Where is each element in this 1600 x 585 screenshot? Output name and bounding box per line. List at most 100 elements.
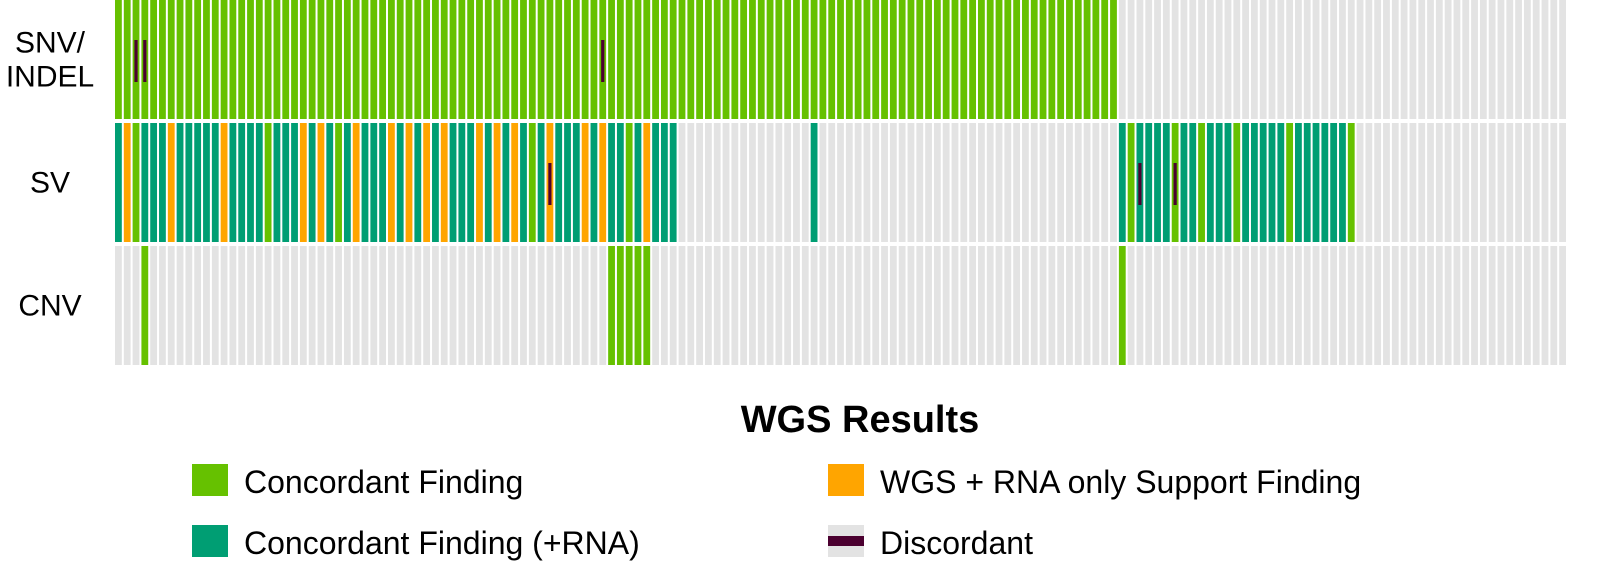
cell-3-89: [898, 246, 906, 365]
cell-2-93: [933, 123, 941, 242]
cell-3-100: [995, 246, 1003, 365]
cell-1-152: [1453, 0, 1461, 119]
cell-2-89: [898, 123, 906, 242]
cell-3-30: [379, 246, 386, 365]
cell-1-23: [317, 0, 325, 119]
cell-3-155: [1479, 246, 1487, 365]
cell-1-19: [282, 0, 290, 119]
cell-3-87: [881, 246, 888, 365]
cell-2-105: [1039, 123, 1047, 242]
cell-2-150: [1435, 123, 1443, 242]
cell-2-61: [652, 123, 659, 242]
cell-1-161: [1532, 0, 1540, 119]
cell-2-26: [343, 123, 351, 242]
cell-1-159: [1515, 0, 1522, 119]
cell-1-144: [1383, 0, 1390, 119]
cell-3-131: [1268, 246, 1276, 365]
cell-3-163: [1550, 246, 1558, 365]
cell-3-2: [132, 246, 140, 365]
cell-1-21: [299, 0, 307, 119]
cell-3-85: [863, 246, 871, 365]
row-label-2: SV: [30, 167, 70, 200]
cell-1-16: [255, 0, 263, 119]
cell-3-144: [1383, 246, 1390, 365]
cell-2-87: [881, 123, 888, 242]
cell-1-91: [916, 0, 924, 119]
cell-2-7: [176, 123, 184, 242]
cell-3-119: [1162, 246, 1170, 365]
cell-2-164: [1559, 123, 1566, 242]
cell-2-85: [863, 123, 871, 242]
cell-2-117: [1145, 123, 1153, 242]
cell-2-160: [1523, 123, 1531, 242]
cell-1-51: [564, 0, 571, 119]
cell-1-128: [1242, 0, 1249, 119]
cell-1-41: [476, 0, 483, 119]
cell-3-94: [942, 246, 950, 365]
cell-2-6: [167, 123, 175, 242]
cell-2-15: [247, 123, 254, 242]
legend-item-wgs-rna-only: WGS + RNA only Support Finding: [828, 464, 1361, 500]
cell-3-57: [616, 246, 624, 365]
cell-1-27: [352, 0, 360, 119]
cell-1-24: [326, 0, 334, 119]
cell-1-66: [696, 0, 704, 119]
cell-1-28: [361, 0, 369, 119]
cell-1-96: [960, 0, 968, 119]
cell-1-155: [1479, 0, 1487, 119]
cell-1-131: [1268, 0, 1276, 119]
cell-2-0: [115, 123, 122, 242]
cell-3-67: [705, 246, 712, 365]
cell-2-129: [1250, 123, 1258, 242]
cell-3-23: [317, 246, 325, 365]
cell-2-125: [1215, 123, 1223, 242]
cell-2-109: [1074, 123, 1082, 242]
cell-3-106: [1048, 246, 1056, 365]
cell-2-69: [722, 123, 730, 242]
cell-3-69: [722, 246, 730, 365]
cell-2-52: [572, 123, 580, 242]
cell-1-49: [546, 0, 554, 119]
cell-1-154: [1471, 0, 1478, 119]
cell-2-18: [273, 123, 281, 242]
cell-3-142: [1365, 246, 1373, 365]
cell-1-133: [1286, 0, 1294, 119]
cell-3-99: [986, 246, 994, 365]
cell-2-95: [951, 123, 959, 242]
cell-3-16: [255, 246, 263, 365]
cell-2-156: [1488, 123, 1496, 242]
cell-3-4: [150, 246, 158, 365]
cell-3-82: [837, 246, 844, 365]
cell-2-44: [502, 123, 510, 242]
cell-3-47: [528, 246, 536, 365]
legend-swatch-discordant: [828, 536, 864, 546]
cell-2-132: [1277, 123, 1285, 242]
cell-3-83: [845, 246, 853, 365]
cell-2-152: [1453, 123, 1461, 242]
cell-1-90: [907, 0, 915, 119]
cell-2-56: [608, 123, 615, 242]
cell-3-32: [396, 246, 404, 365]
cell-1-70: [731, 0, 739, 119]
cell-2-113: [1110, 123, 1117, 242]
cell-3-0: [115, 246, 122, 365]
cell-1-13: [229, 0, 237, 119]
cell-1-138: [1330, 0, 1338, 119]
cell-3-77: [793, 246, 800, 365]
cell-2-27: [352, 123, 360, 242]
cell-2-31: [387, 123, 395, 242]
cell-1-103: [1022, 0, 1029, 119]
cell-2-67: [705, 123, 712, 242]
cell-3-34: [414, 246, 422, 365]
cell-1-34: [414, 0, 422, 119]
cell-2-3: [141, 123, 149, 242]
cell-3-27: [352, 246, 360, 365]
cell-2-122: [1189, 123, 1197, 242]
cell-1-95: [951, 0, 959, 119]
cell-2-127: [1233, 123, 1241, 242]
discordant-mark: [548, 163, 552, 205]
cell-3-51: [564, 246, 571, 365]
legend-item-discordant: Discordant: [828, 525, 1033, 561]
cell-3-129: [1250, 246, 1258, 365]
cell-1-17: [264, 0, 272, 119]
